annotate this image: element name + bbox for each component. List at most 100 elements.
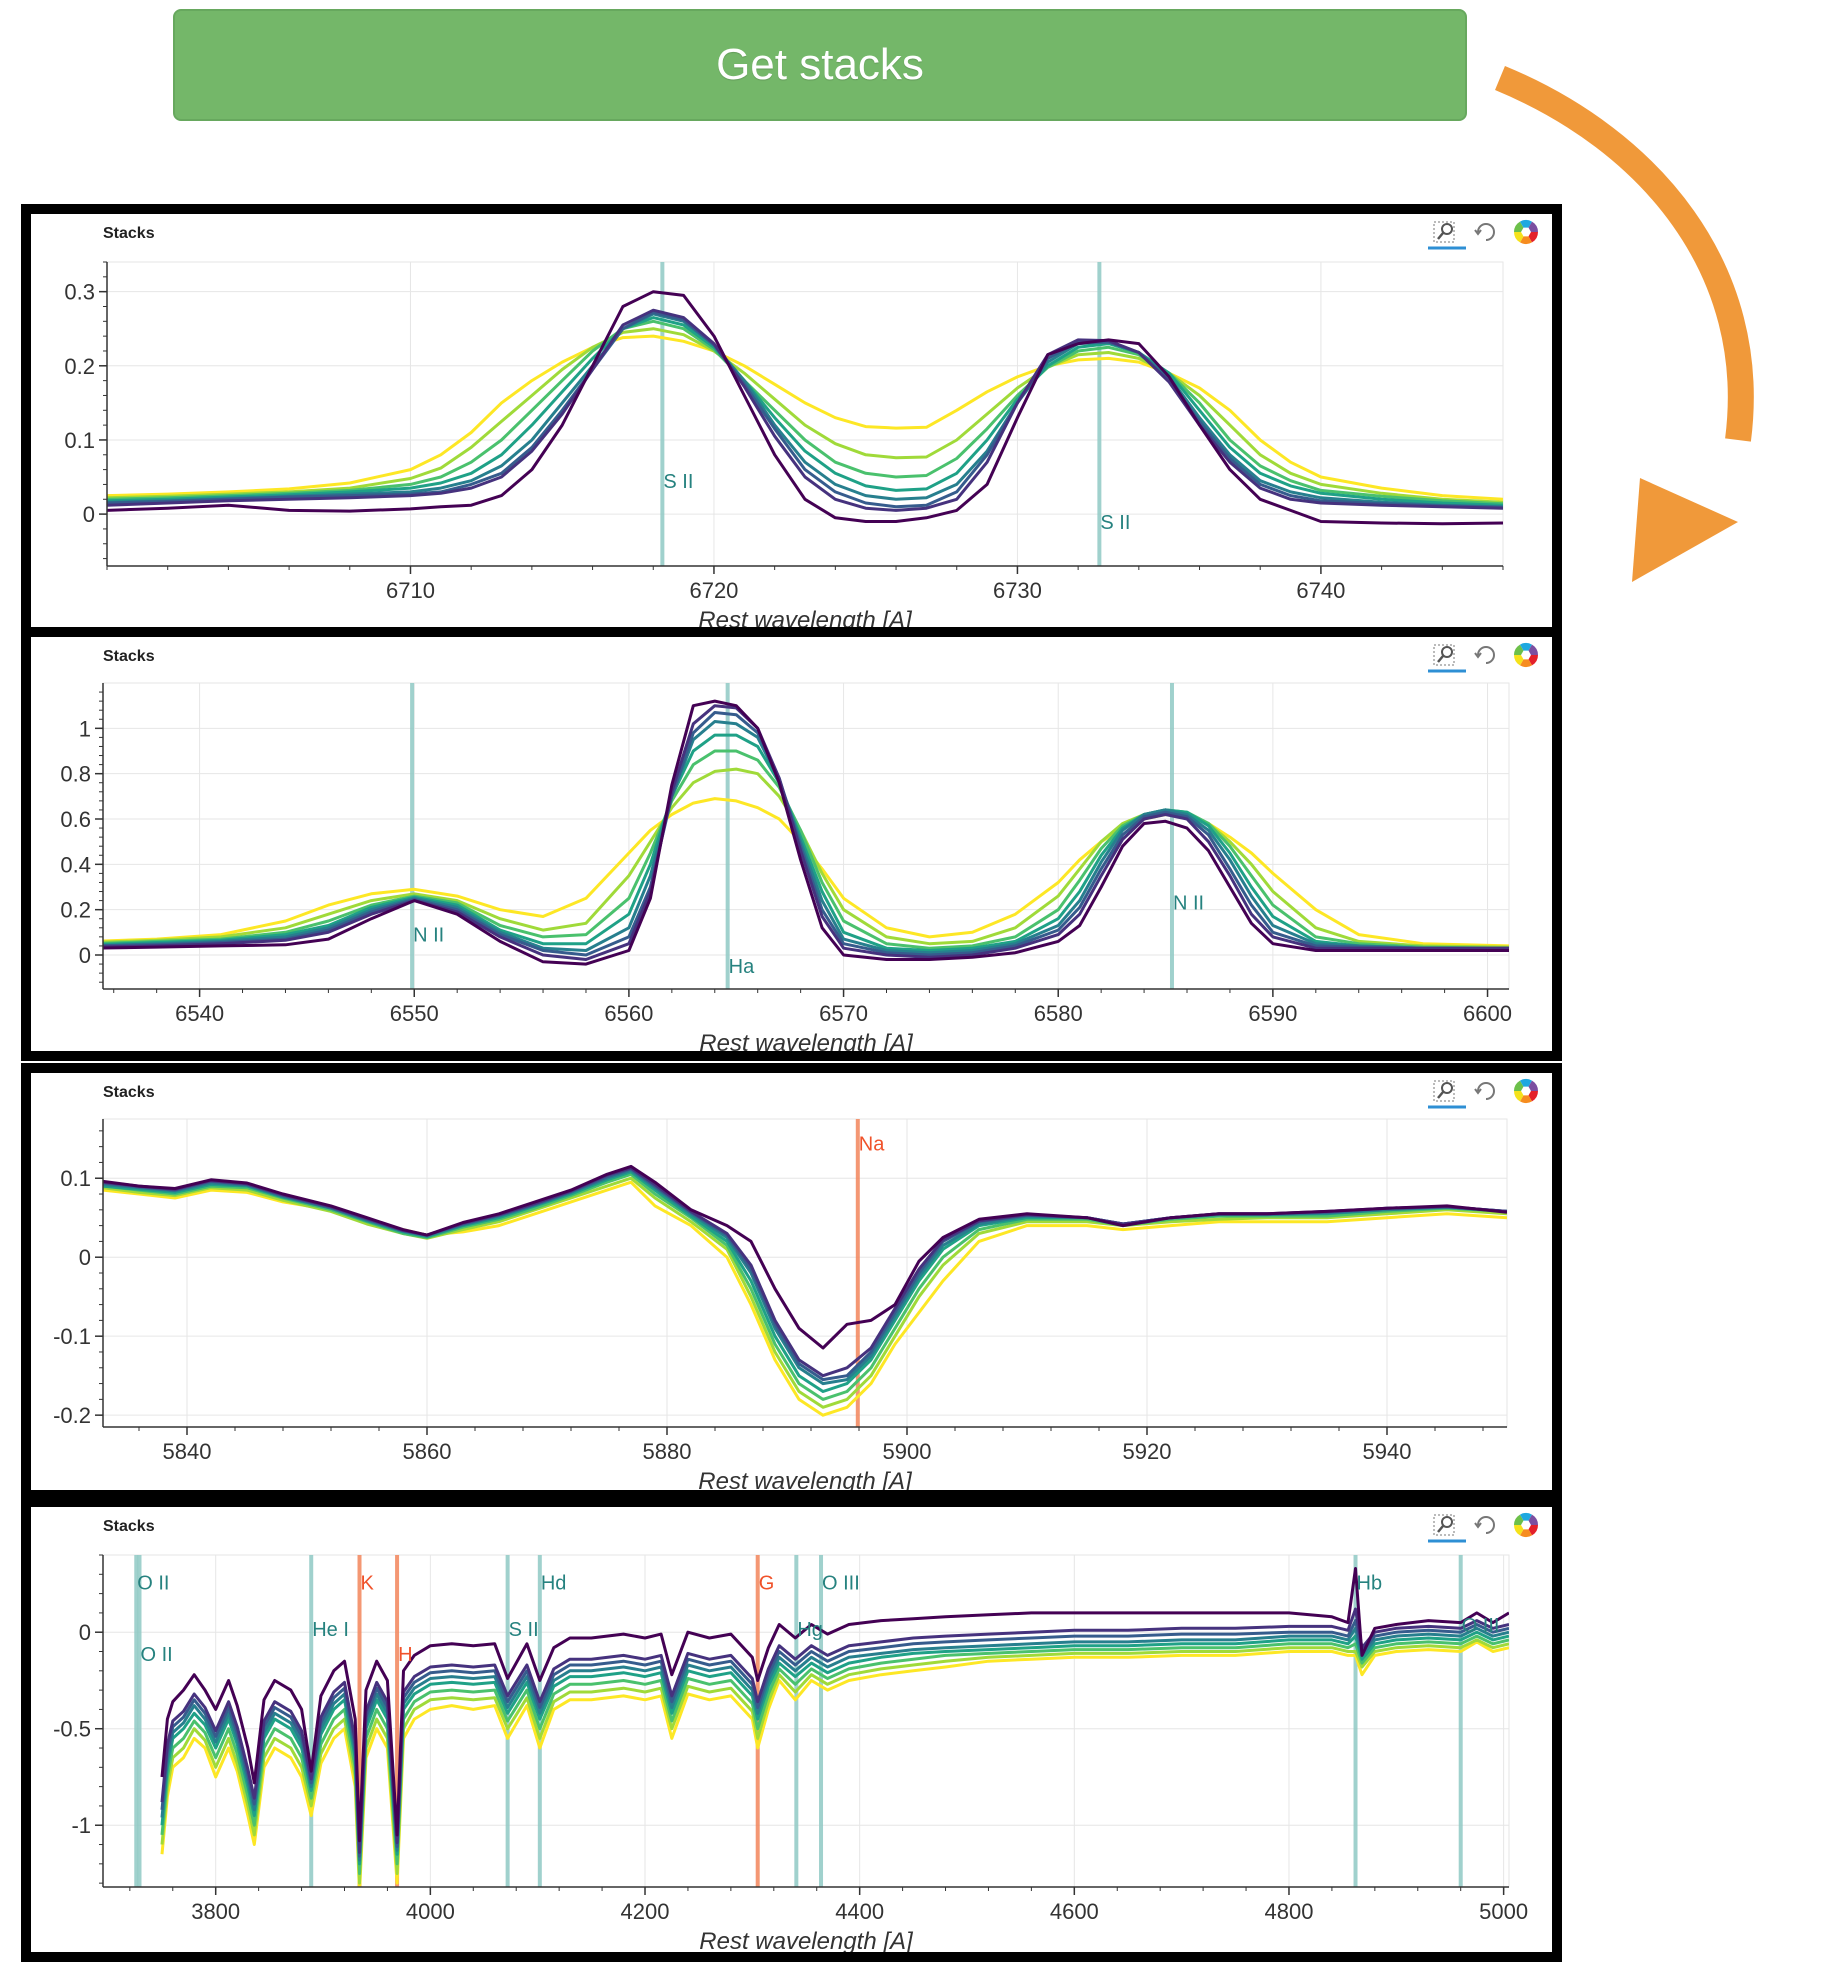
- series-line: [160, 1634, 1509, 1875]
- series-line: [107, 308, 1503, 512]
- series-line: [107, 290, 1503, 526]
- y-tick-label: 0.1: [64, 428, 95, 453]
- x-tick-label: 6550: [390, 1001, 439, 1026]
- x-tick-label: 6580: [1034, 1001, 1083, 1026]
- x-tick-label: 6570: [819, 1001, 868, 1026]
- get-stacks-button[interactable]: Get stacks: [173, 9, 1467, 121]
- stack-chart-na: Stacks Na 5840 5860 5880 5900 5920 5940 -0.2 -0.1…: [53, 1079, 1538, 1490]
- series-line: [160, 1640, 1509, 1887]
- axes: [99, 261, 1504, 574]
- y-tick-label: 0: [79, 1245, 91, 1270]
- series-line: [103, 733, 1509, 952]
- y-tick-label: -0.2: [53, 1403, 91, 1428]
- reset-icon[interactable]: [1474, 646, 1495, 664]
- y-tick-label: 0: [79, 1620, 91, 1645]
- series-line: [103, 711, 1509, 957]
- x-tick-label: 6600: [1463, 1001, 1512, 1026]
- line-label: He I: [312, 1619, 349, 1641]
- x-tick-label: 5000: [1479, 1899, 1528, 1924]
- line-label: S II: [1100, 512, 1130, 534]
- bokeh-logo-icon: [1514, 1513, 1538, 1537]
- x-tick-label: 4400: [835, 1899, 884, 1924]
- x-tick-label: 5860: [403, 1439, 452, 1464]
- x-axis-label: Rest wavelength [A]: [698, 607, 913, 630]
- x-tick-label: 6720: [689, 578, 738, 603]
- series-line: [107, 312, 1503, 509]
- y-tick-label: 0.3: [64, 280, 95, 305]
- grid: [102, 1118, 1508, 1428]
- x-tick-label: 5840: [163, 1439, 212, 1464]
- chart-title: Stacks: [103, 1084, 155, 1101]
- x-axis-label: Rest wavelength [A]: [699, 1928, 914, 1952]
- box-zoom-icon[interactable]: [1428, 1080, 1466, 1109]
- axes: [95, 683, 1509, 997]
- x-tick-label: 5920: [1123, 1439, 1172, 1464]
- y-tick-label: 0.4: [60, 852, 91, 877]
- x-tick-label: 4000: [406, 1899, 455, 1924]
- chart-title: Stacks: [103, 648, 155, 665]
- series-group: [103, 699, 1509, 966]
- y-tick-label: 1: [79, 716, 91, 741]
- y-tick-label: -1: [71, 1813, 91, 1838]
- reset-icon[interactable]: [1474, 1516, 1495, 1534]
- series-group: [107, 290, 1503, 526]
- x-tick-label: 5880: [643, 1439, 692, 1464]
- x-tick-label: 4800: [1265, 1899, 1314, 1924]
- series-line: [103, 720, 1509, 955]
- x-tick-label: 6710: [386, 578, 435, 603]
- series-line: [103, 1164, 1507, 1350]
- series-line: [107, 316, 1503, 507]
- stack-panel-na: Stacks Na 5840 5860 5880 5900 5920 5940 -0.2 -0.1…: [21, 1063, 1562, 1500]
- series-line: [160, 1638, 1509, 1885]
- grid: [102, 1554, 1510, 1888]
- series-line: [160, 1607, 1509, 1854]
- series-line: [107, 310, 1503, 509]
- stack-panel-sii: Stacks S II S II 6710 6720 6730 6740 0 0.1 0.2 0.3…: [21, 204, 1562, 640]
- line-label: S II: [663, 471, 693, 493]
- line-label: O III: [822, 1573, 860, 1595]
- line-label: Na: [859, 1134, 885, 1156]
- stack-panel-halpha: Stacks N II Ha N II 6540 6550 6560 6570 6580 6590…: [21, 627, 1562, 1061]
- x-tick-label: 6560: [604, 1001, 653, 1026]
- x-tick-label: 6540: [175, 1001, 224, 1026]
- bokeh-logo-icon: [1514, 220, 1538, 244]
- x-tick-label: 4600: [1050, 1899, 1099, 1924]
- chart-toolbar: [1428, 1079, 1538, 1109]
- series-line: [103, 699, 1509, 966]
- line-label: N II: [1173, 893, 1204, 915]
- bokeh-logo-icon: [1514, 1079, 1538, 1103]
- series-line: [103, 749, 1509, 950]
- axes: [95, 1554, 1509, 1895]
- line-label: Hb: [1357, 1573, 1383, 1595]
- reset-icon[interactable]: [1474, 1082, 1495, 1100]
- x-tick-label: 6740: [1296, 578, 1345, 603]
- chart-toolbar: [1428, 220, 1538, 250]
- line-label: H: [398, 1644, 412, 1666]
- x-tick-label: 5940: [1363, 1439, 1412, 1464]
- line-label: S II: [509, 1619, 539, 1641]
- x-tick-label: 6730: [993, 578, 1042, 603]
- series-line: [160, 1567, 1509, 1843]
- series-line: [160, 1630, 1509, 1866]
- chart-toolbar: [1428, 643, 1538, 673]
- stack-chart-halpha: Stacks N II Ha N II 6540 6550 6560 6570 6580 6590…: [60, 643, 1538, 1051]
- series-line: [103, 1166, 1507, 1378]
- series-group: [160, 1567, 1509, 1887]
- chart-toolbar: [1428, 1513, 1538, 1543]
- chart-title: Stacks: [103, 225, 155, 242]
- box-zoom-icon[interactable]: [1428, 221, 1466, 250]
- x-tick-label: 3800: [191, 1899, 240, 1924]
- chart-title: Stacks: [103, 1518, 155, 1535]
- y-tick-label: -0.5: [53, 1717, 91, 1742]
- line-label: O II: [140, 1644, 172, 1666]
- y-tick-label: 0.2: [64, 354, 95, 379]
- bokeh-logo-icon: [1514, 643, 1538, 667]
- y-tick-label: 0: [83, 502, 95, 527]
- reset-icon[interactable]: [1474, 223, 1495, 241]
- line-label: Hd: [541, 1573, 567, 1595]
- line-label: Hg: [797, 1619, 823, 1641]
- box-zoom-icon[interactable]: [1428, 644, 1466, 673]
- y-tick-label: 0: [79, 943, 91, 968]
- stack-chart-sii: Stacks S II S II 6710 6720 6730 6740 0 0.1 0.2 0.3…: [64, 220, 1538, 630]
- box-zoom-icon[interactable]: [1428, 1514, 1466, 1543]
